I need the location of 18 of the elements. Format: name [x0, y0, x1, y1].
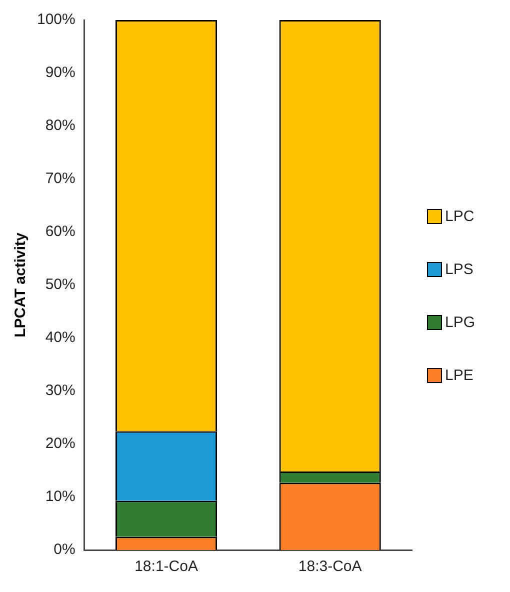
y-tick-label: 10% [45, 488, 76, 506]
y-tick-label: 40% [45, 329, 76, 346]
y-tick-label: 100% [36, 11, 76, 28]
x-tick-label: 18:3-CoA [298, 558, 362, 576]
y-tick-label: 0% [54, 541, 76, 558]
y-tick-label: 90% [45, 64, 76, 82]
y-axis-title: LPCAT activity [12, 232, 30, 338]
y-tick-label: 80% [45, 117, 76, 134]
legend-label: LPG [445, 314, 476, 331]
y-tick-label: 30% [45, 382, 76, 400]
legend-label: LPS [445, 261, 474, 278]
y-tick-label: 20% [45, 435, 76, 452]
y-tick-label: 50% [45, 276, 76, 294]
legend-label: LPE [445, 367, 474, 384]
legend-label: LPC [445, 208, 474, 225]
x-tick-label: 18:1-CoA [134, 558, 198, 576]
y-tick-label: 60% [45, 223, 76, 240]
y-tick-label: 70% [45, 170, 76, 188]
